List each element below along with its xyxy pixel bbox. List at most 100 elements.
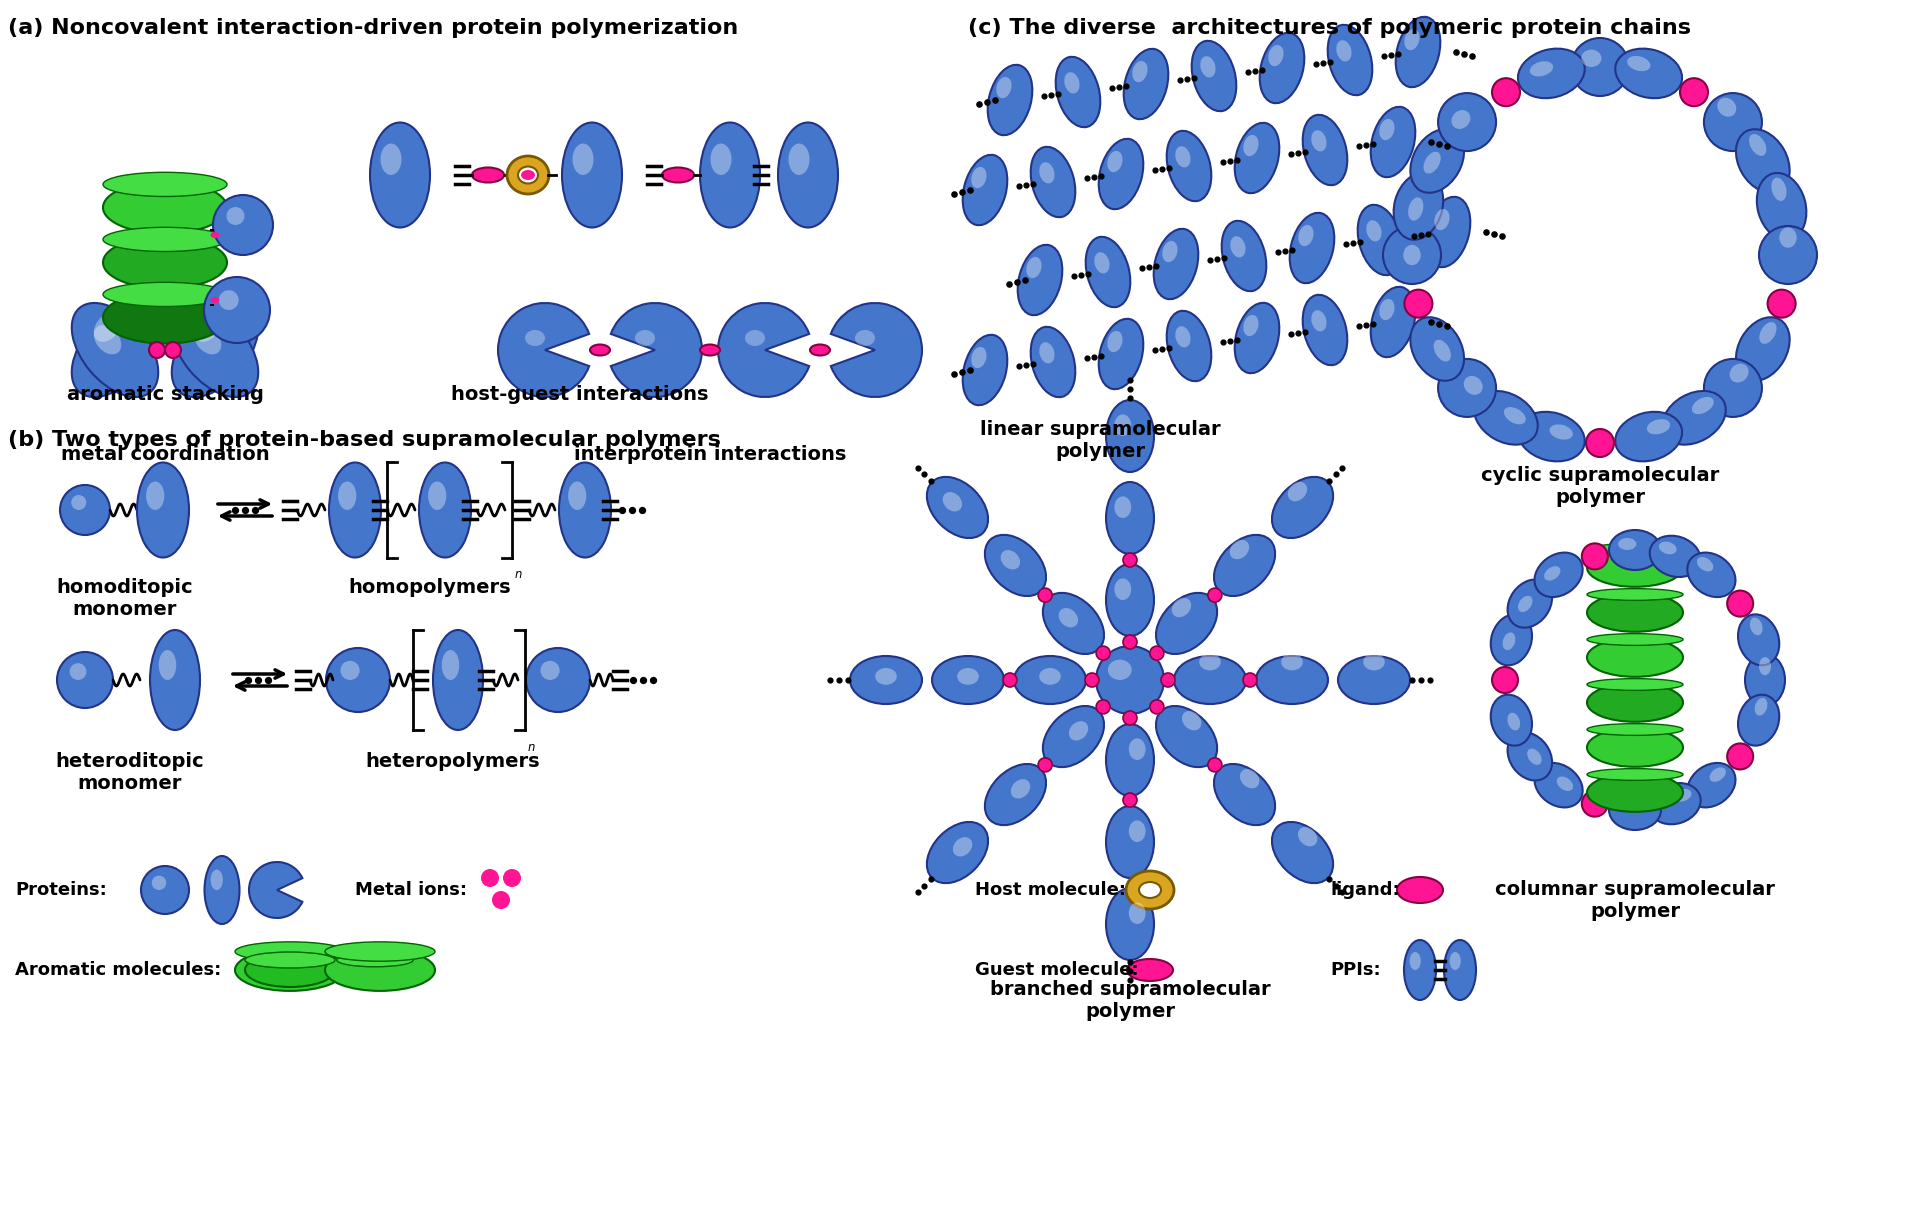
Point — [617, 501, 647, 520]
Point — [1350, 315, 1381, 335]
Ellipse shape — [204, 277, 271, 343]
Ellipse shape — [1408, 198, 1423, 221]
Point — [1406, 225, 1437, 244]
Ellipse shape — [962, 155, 1007, 225]
Ellipse shape — [1518, 49, 1585, 98]
Point — [1172, 70, 1203, 89]
Ellipse shape — [1610, 790, 1662, 830]
Text: cyclic supramolecular
polymer: cyclic supramolecular polymer — [1481, 466, 1719, 507]
Point — [1147, 159, 1178, 178]
Ellipse shape — [1587, 639, 1683, 676]
Ellipse shape — [1464, 376, 1483, 394]
Ellipse shape — [1130, 739, 1145, 759]
Ellipse shape — [1366, 220, 1381, 242]
Ellipse shape — [519, 166, 538, 183]
Ellipse shape — [1130, 902, 1145, 924]
Ellipse shape — [327, 648, 390, 712]
Ellipse shape — [1131, 61, 1147, 82]
Ellipse shape — [1508, 713, 1520, 730]
Point — [1114, 961, 1145, 980]
Ellipse shape — [1493, 78, 1520, 106]
Point — [1441, 43, 1471, 62]
Ellipse shape — [1508, 733, 1552, 780]
Ellipse shape — [957, 668, 980, 685]
Point — [1479, 225, 1510, 244]
Ellipse shape — [987, 65, 1032, 136]
Ellipse shape — [1737, 129, 1790, 193]
Point — [1314, 53, 1345, 72]
Ellipse shape — [1550, 425, 1573, 440]
Ellipse shape — [94, 325, 121, 354]
Ellipse shape — [1535, 553, 1583, 597]
Ellipse shape — [1155, 228, 1199, 299]
Ellipse shape — [1750, 618, 1763, 635]
Ellipse shape — [1687, 553, 1735, 597]
Ellipse shape — [507, 156, 549, 194]
Point — [1114, 370, 1145, 389]
Point — [1043, 84, 1074, 104]
Point — [914, 869, 945, 889]
Ellipse shape — [1026, 256, 1041, 278]
Ellipse shape — [855, 330, 874, 346]
Ellipse shape — [1696, 557, 1714, 571]
Point — [1072, 348, 1103, 368]
Ellipse shape — [1272, 477, 1333, 538]
Point — [1276, 325, 1306, 344]
Point — [964, 94, 995, 114]
Ellipse shape — [1493, 667, 1518, 694]
Ellipse shape — [1243, 673, 1256, 687]
Ellipse shape — [152, 875, 167, 890]
Ellipse shape — [1491, 695, 1533, 746]
Text: host-guest interactions: host-guest interactions — [451, 385, 709, 404]
Point — [1010, 270, 1041, 289]
Ellipse shape — [246, 954, 334, 987]
Ellipse shape — [1729, 364, 1748, 382]
Point — [955, 360, 985, 380]
Point — [1277, 241, 1308, 260]
Wedge shape — [611, 303, 701, 397]
Ellipse shape — [1337, 40, 1352, 61]
Point — [947, 363, 978, 382]
Ellipse shape — [1717, 98, 1737, 117]
Text: linear supramolecular
polymer: linear supramolecular polymer — [980, 420, 1220, 462]
Ellipse shape — [71, 495, 86, 510]
Point — [1431, 316, 1462, 336]
Ellipse shape — [104, 292, 227, 343]
Ellipse shape — [150, 342, 165, 358]
Ellipse shape — [997, 77, 1012, 98]
Ellipse shape — [1302, 294, 1347, 365]
Ellipse shape — [1710, 767, 1725, 781]
Text: branched supramolecular
polymer: branched supramolecular polymer — [989, 980, 1270, 1021]
Ellipse shape — [1587, 769, 1683, 780]
Point — [1114, 971, 1145, 990]
Ellipse shape — [1039, 162, 1055, 183]
Ellipse shape — [1302, 115, 1347, 186]
Point — [607, 501, 638, 520]
Ellipse shape — [71, 303, 158, 397]
Text: aromatic stacking: aromatic stacking — [67, 385, 263, 404]
Ellipse shape — [1114, 414, 1131, 436]
Ellipse shape — [338, 481, 355, 510]
Ellipse shape — [985, 764, 1047, 825]
Ellipse shape — [1243, 315, 1258, 336]
Point — [1343, 316, 1374, 336]
Point — [1114, 380, 1145, 399]
Ellipse shape — [1681, 78, 1708, 106]
Ellipse shape — [1404, 940, 1437, 1000]
Ellipse shape — [1397, 17, 1441, 87]
Ellipse shape — [58, 652, 113, 708]
Ellipse shape — [559, 463, 611, 558]
Ellipse shape — [1491, 614, 1533, 665]
Ellipse shape — [1235, 303, 1279, 374]
Ellipse shape — [563, 122, 622, 227]
Ellipse shape — [1039, 342, 1055, 364]
Ellipse shape — [1587, 724, 1683, 735]
Point — [1105, 77, 1135, 96]
Ellipse shape — [569, 481, 586, 510]
Ellipse shape — [1222, 221, 1266, 291]
Ellipse shape — [1358, 205, 1402, 275]
Ellipse shape — [1166, 311, 1212, 381]
Ellipse shape — [1587, 593, 1683, 631]
Point — [1327, 458, 1358, 477]
Point — [1214, 151, 1245, 171]
